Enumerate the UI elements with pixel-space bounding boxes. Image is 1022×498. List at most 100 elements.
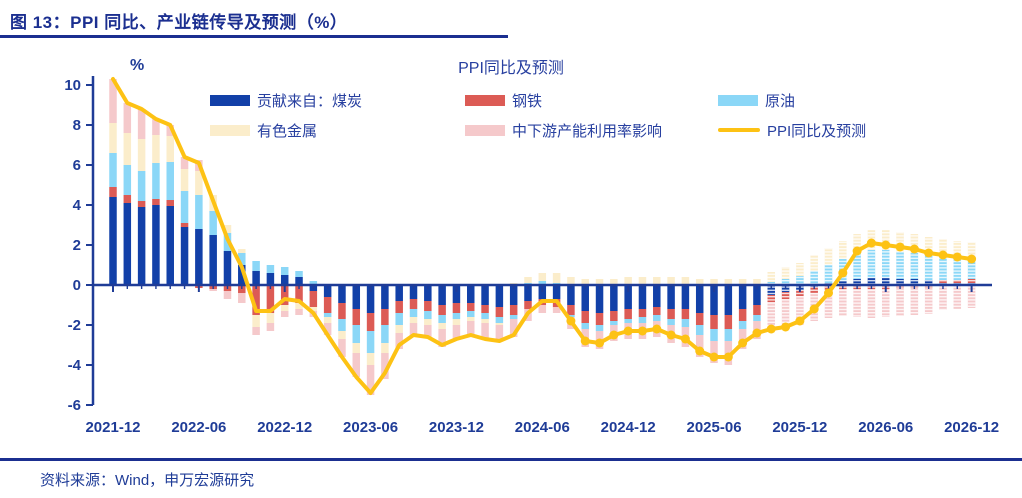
bar-segment <box>624 309 632 319</box>
bar-segment <box>338 331 346 339</box>
bar-segment <box>724 329 733 341</box>
bar-segment-forecast-overlay <box>881 289 890 317</box>
bar-segment <box>295 277 303 285</box>
ppi-line-marker <box>666 330 676 340</box>
bar-segment <box>452 285 461 303</box>
bar-segment <box>681 277 690 285</box>
bar-segment <box>438 323 446 329</box>
bar-segment-forecast-overlay <box>910 279 919 285</box>
bar-segment <box>338 339 346 357</box>
bar-segment <box>624 277 632 285</box>
bar-segment <box>280 311 289 317</box>
legend-item-ppi-line: PPI同比及预测 <box>718 122 867 140</box>
bar-segment <box>195 171 203 195</box>
bar-segment <box>209 211 217 235</box>
ppi-line-marker <box>738 338 748 348</box>
ppi-line-marker <box>723 352 733 362</box>
legend-label-ppi-line: PPI同比及预测 <box>767 122 867 140</box>
bar-segment <box>266 313 275 323</box>
bar-segment-forecast-overlay <box>953 258 962 280</box>
bar-segment-forecast-overlay <box>824 248 833 265</box>
bar-segment <box>152 205 160 285</box>
ppi-line-marker <box>909 244 919 254</box>
bar-segment-forecast-overlay <box>953 285 962 309</box>
bar-segment <box>323 285 332 297</box>
bar-segment <box>266 265 275 273</box>
bar-segment <box>180 227 189 285</box>
bar-segment <box>481 285 489 305</box>
bar-segment <box>109 79 117 123</box>
bar-segment <box>166 125 174 136</box>
bar-segment <box>624 319 632 323</box>
bar-segment <box>352 285 361 309</box>
bar-segment <box>424 301 432 311</box>
bar-segment-forecast-overlay <box>910 234 919 253</box>
bar-segment-forecast-overlay <box>796 263 804 276</box>
bar-segment-forecast-overlay <box>939 257 947 280</box>
bar-segment <box>595 325 604 331</box>
bar-segment <box>238 249 246 253</box>
bar-segment <box>653 285 661 307</box>
bar-segment <box>452 313 461 319</box>
bar-segment <box>238 265 246 285</box>
bar-segment <box>738 309 747 321</box>
bar-segment <box>266 273 275 285</box>
bar-segment-forecast-overlay <box>781 267 790 279</box>
bar-segment <box>366 331 375 353</box>
x-tick-label: 2023-06 <box>343 419 398 436</box>
bar-segment <box>524 277 532 283</box>
legend-item-coal: 贡献来自：煤炭 <box>210 92 362 110</box>
bar-segment <box>481 305 489 313</box>
legend-swatch-coal <box>210 94 250 106</box>
bar-segment <box>467 317 475 321</box>
legend-item-steel: 钢铁 <box>465 92 542 110</box>
bar-segment <box>252 271 260 285</box>
bar-segment <box>567 315 575 317</box>
legend-swatch-steel <box>465 94 505 106</box>
bar-segment-forecast-overlay <box>967 285 976 308</box>
bar-segment-forecast-overlay <box>767 282 776 285</box>
bar-segment <box>667 309 675 319</box>
bar-segment <box>610 279 618 285</box>
bar-segment <box>166 136 174 162</box>
bar-segment-forecast-overlay <box>767 295 776 302</box>
bar-segment-forecast-overlay <box>781 299 790 329</box>
bar-segment <box>495 325 504 341</box>
legend-swatch-capacity <box>465 124 505 136</box>
bar-segment <box>381 309 389 325</box>
bar-segment <box>252 285 260 315</box>
bar-segment <box>366 365 375 395</box>
bar-segment <box>667 285 675 309</box>
legend-item-nonferrous: 有色金属 <box>210 122 317 140</box>
x-tick-label: 2021-12 <box>85 419 140 436</box>
bar-segment <box>509 315 518 319</box>
y-tick-label: 2 <box>73 237 81 254</box>
bar-segment <box>653 307 661 315</box>
bar-segment-forecast-overlay <box>881 278 890 285</box>
ppi-line-marker <box>595 338 605 348</box>
bar-segment-forecast-overlay <box>810 271 818 285</box>
bar-segment <box>638 285 647 309</box>
bar-segment <box>323 323 332 335</box>
bar-segment <box>695 325 704 335</box>
bar-segment <box>538 281 547 285</box>
y-tick-label: -6 <box>68 397 81 414</box>
bar-segment <box>467 303 475 311</box>
bar-segment <box>295 271 303 277</box>
bar-segment <box>409 285 418 299</box>
bar-segment <box>567 277 575 285</box>
bar-segment <box>581 311 589 323</box>
bar-segment <box>338 285 346 303</box>
bar-segment <box>624 285 632 309</box>
bar-segment <box>395 301 403 313</box>
bar-segment <box>123 165 132 195</box>
bar-segment <box>295 285 303 303</box>
bar-segment <box>395 313 403 325</box>
bar-segment <box>524 301 532 309</box>
bar-segment <box>724 285 733 315</box>
bar-segment <box>137 139 146 171</box>
bar-segment-forecast-overlay <box>867 289 876 318</box>
bar-segment-forecast-overlay <box>853 289 861 317</box>
legend-label-capacity: 中下游产能利用率影响 <box>512 122 663 140</box>
ppi-line-marker <box>938 250 948 260</box>
